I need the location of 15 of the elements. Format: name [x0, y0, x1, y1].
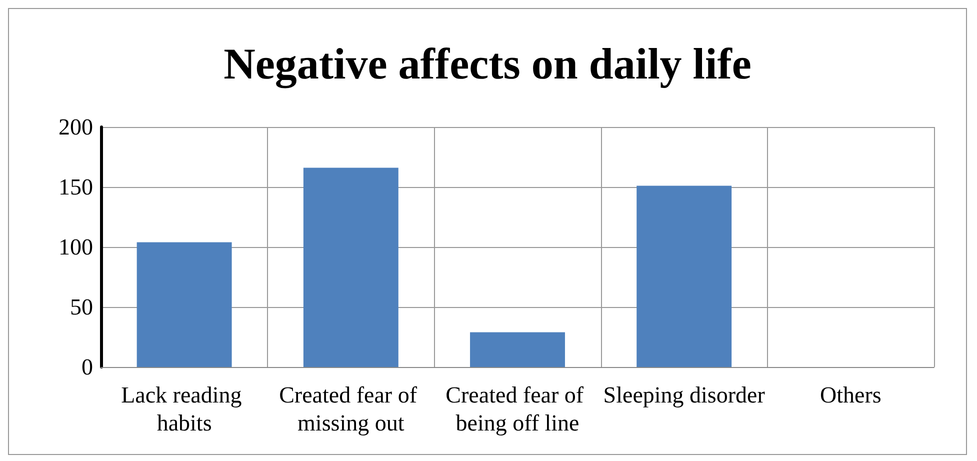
y-tick-label: 150 — [58, 174, 93, 200]
bar — [136, 242, 232, 367]
bar — [470, 332, 565, 367]
x-tick-label: Lack reading habits — [121, 382, 248, 436]
y-tick-label: 50 — [70, 294, 93, 320]
bar — [636, 186, 732, 367]
x-tick-label: Created fear of missing out — [279, 382, 423, 436]
y-tick-label: 100 — [58, 234, 93, 260]
y-tick-label: 200 — [58, 114, 93, 140]
x-tick-label: Created fear of being off line — [446, 382, 590, 436]
x-tick-label: Sleeping disorder — [603, 382, 766, 408]
bar — [303, 168, 398, 367]
chart-title: Negative affects on daily life — [224, 40, 752, 88]
x-tick-label: Others — [820, 382, 882, 408]
y-tick-label: 0 — [82, 354, 93, 380]
